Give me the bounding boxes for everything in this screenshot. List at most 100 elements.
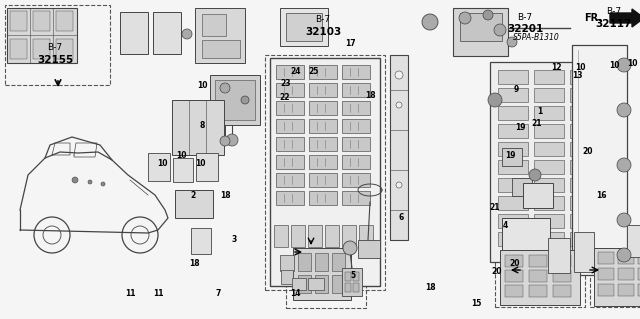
Bar [172,100,224,155]
Bar [534,178,564,192]
Bar [309,101,337,115]
Bar [548,238,570,273]
Text: 1: 1 [538,108,543,116]
Circle shape [220,136,230,146]
Bar [276,155,304,169]
Text: 32103: 32103 [305,27,341,37]
Text: 18: 18 [365,91,375,100]
Text: 18: 18 [425,284,435,293]
Bar [498,178,528,192]
FancyArrow shape [610,9,640,27]
Bar [570,106,600,120]
Bar [598,252,614,264]
Text: 10: 10 [176,151,186,160]
Bar [276,83,304,97]
Bar [276,101,304,115]
Circle shape [395,71,403,79]
Bar [196,153,218,181]
Bar [534,124,564,138]
Bar [276,137,304,151]
Bar [534,142,564,156]
Bar [353,283,359,292]
Circle shape [617,103,631,117]
Text: 17: 17 [345,40,355,48]
Text: 23: 23 [281,79,291,88]
Bar [534,160,564,174]
Text: 10: 10 [195,159,205,167]
Bar [495,245,585,307]
Text: B-7: B-7 [517,12,532,21]
Circle shape [220,83,230,93]
Text: 18: 18 [189,259,199,269]
Bar [202,40,240,58]
Bar [7,8,77,63]
Bar [498,106,528,120]
Bar [280,255,294,271]
Circle shape [72,177,78,183]
Bar [570,142,600,156]
Text: B-7: B-7 [47,43,63,53]
Bar [529,285,547,297]
Bar [500,250,580,305]
Text: 15: 15 [471,299,481,308]
Bar [534,70,564,84]
Text: 25: 25 [309,68,319,77]
Bar [120,12,148,54]
Circle shape [617,58,631,72]
Bar [523,183,553,208]
Text: 19: 19 [515,123,525,132]
Bar [315,253,328,271]
Bar [173,158,193,182]
Bar [502,218,550,253]
Bar [453,8,508,56]
Circle shape [488,93,502,107]
Bar [390,55,408,240]
Bar [309,173,337,187]
Bar [56,39,73,59]
Circle shape [101,182,105,186]
Bar [342,65,370,79]
Circle shape [88,180,92,184]
Bar [534,214,564,228]
Text: 9: 9 [513,85,518,94]
Bar [308,225,322,247]
Bar [574,232,594,272]
Bar [195,8,245,63]
Bar [191,228,211,254]
Circle shape [343,241,357,255]
Text: 11: 11 [125,288,135,298]
Bar [512,178,532,196]
Bar [572,45,627,275]
Bar [342,101,370,115]
Bar [618,268,634,280]
Bar [342,137,370,151]
Bar [638,284,640,296]
Text: 10: 10 [157,159,167,167]
Text: 32201: 32201 [507,24,543,34]
Bar [534,88,564,102]
Text: 20: 20 [509,259,520,269]
Bar [553,285,571,297]
Text: 10: 10 [609,62,620,70]
Bar [148,153,170,181]
Text: 19: 19 [505,151,515,160]
Text: 21: 21 [532,120,542,129]
Text: 18: 18 [220,191,230,201]
Bar [309,191,337,205]
Bar [534,232,564,246]
Bar [618,284,634,296]
Text: B-7: B-7 [316,16,331,25]
Bar [332,275,345,293]
Bar [460,13,502,41]
Bar [293,248,351,300]
Bar [498,214,528,228]
Bar [10,11,27,31]
Bar [315,275,328,293]
Bar [534,106,564,120]
Bar [570,214,600,228]
Bar [570,232,600,246]
Bar [553,270,571,282]
Bar [529,255,547,267]
Bar [342,155,370,169]
Text: 22: 22 [280,93,291,101]
